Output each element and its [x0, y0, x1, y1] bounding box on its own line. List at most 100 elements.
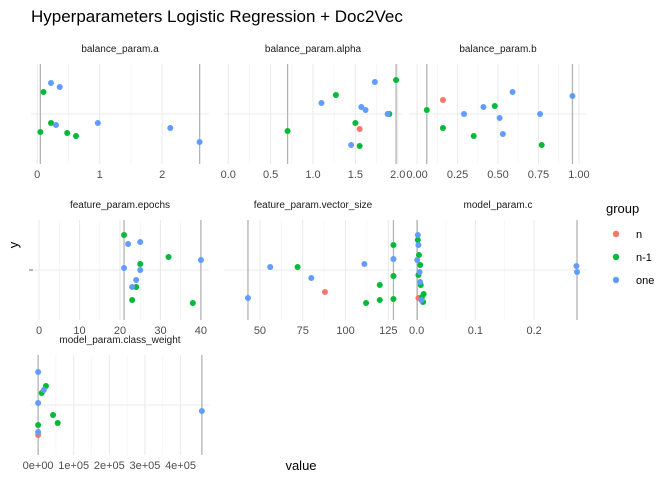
data-point-one: [574, 269, 581, 275]
x-tick-label: 3e+05: [129, 460, 160, 472]
data-point-n-1: [423, 107, 430, 113]
data-point-n-1: [72, 133, 79, 139]
data-point-one: [35, 369, 42, 375]
data-point-one: [137, 239, 144, 245]
y-axis-title: y: [6, 241, 21, 248]
data-point-n-1: [50, 412, 57, 418]
data-point-n-1: [417, 262, 424, 268]
x-tick-label: 1e+05: [58, 460, 89, 472]
data-point-one: [35, 429, 42, 435]
data-point-n-1: [35, 422, 42, 428]
data-point-n-1: [390, 296, 397, 302]
data-point-one: [461, 111, 468, 117]
data-point-n-1: [352, 120, 359, 126]
x-tick-label: 0.0: [409, 325, 424, 337]
data-point-one: [244, 295, 251, 301]
data-point-n-1: [129, 297, 136, 303]
data-point-one: [361, 261, 368, 267]
legend-key-n: [612, 230, 620, 238]
x-tick-label: 1.0: [305, 169, 320, 181]
x-tick-label: 2.0: [390, 169, 405, 181]
data-point-n-1: [363, 300, 370, 306]
data-point-n-1: [491, 103, 498, 109]
data-point-n-1: [376, 297, 383, 303]
legend-label: n-1: [636, 252, 652, 264]
data-point-n: [356, 126, 363, 132]
data-point-one: [121, 265, 128, 271]
x-tick-label: 1: [97, 169, 103, 181]
data-point-one: [167, 125, 174, 131]
data-point-n-1: [189, 300, 196, 306]
x-tick-label: 0: [36, 325, 42, 337]
x-tick-label: 50: [254, 325, 266, 337]
x-tick-label: 0.2: [526, 325, 541, 337]
data-point-one: [137, 267, 144, 273]
data-point-n: [321, 289, 328, 295]
x-tick-label: 40: [195, 325, 207, 337]
facet-panel: balance_param.alpha 0.0 0.5 1.0 1.5 2.0: [221, 44, 406, 181]
x-tick-label: 100: [336, 325, 354, 337]
legend-label: one: [636, 275, 654, 287]
data-point-n-1: [356, 143, 363, 149]
data-point-one: [56, 84, 63, 90]
data-point-one: [415, 242, 422, 248]
data-point-one: [125, 241, 132, 247]
x-tick-label: 75: [297, 325, 309, 337]
chart-title: Hyperparameters Logistic Regression + Do…: [31, 7, 403, 26]
x-tick-label: 20: [114, 325, 126, 337]
data-point-one: [267, 264, 274, 270]
data-point-n-1: [47, 120, 54, 126]
data-point-one: [569, 93, 576, 99]
data-point-one: [537, 111, 544, 117]
data-point-one: [496, 115, 503, 121]
data-point-one: [414, 232, 421, 238]
data-point-one: [196, 139, 203, 145]
x-tick-label: 125: [379, 325, 397, 337]
data-point-n-1: [121, 232, 128, 238]
data-point-n: [439, 97, 446, 103]
data-point-n-1: [538, 142, 545, 148]
x-axis-title: value: [285, 458, 316, 473]
x-tick-label: 0.0: [221, 169, 236, 181]
x-tick-label: 1.5: [348, 169, 363, 181]
data-point-n-1: [470, 133, 477, 139]
facet-panel: balance_param.b 0.00 0.25 0.50 0.75 1.00: [406, 44, 589, 181]
x-tick-label: 0.75: [528, 169, 549, 181]
facet-strip-label: balance_param.b: [459, 44, 537, 55]
data-point-one: [390, 256, 397, 262]
data-point-n-1: [54, 420, 61, 426]
data-point-one: [40, 387, 47, 393]
x-tick-label: 0: [34, 169, 40, 181]
data-point-n-1: [64, 130, 71, 136]
data-point-one: [384, 111, 391, 117]
data-point-one: [362, 107, 369, 113]
data-point-n-1: [376, 282, 383, 288]
data-point-n-1: [137, 261, 144, 267]
facet-panel: feature_param.epochs 0 10 20 30 40: [31, 200, 209, 337]
data-point-n-1: [390, 273, 397, 279]
data-point-one: [480, 104, 487, 110]
x-tick-label: 0.00: [406, 169, 427, 181]
x-tick-label: 0.50: [487, 169, 508, 181]
data-point-n-1: [414, 237, 421, 243]
data-point-n-1: [439, 125, 446, 131]
facet-panels: balance_param.a 0 1 2 balance_param.alpha 0.0…: [23, 44, 590, 472]
data-point-one: [133, 277, 140, 283]
data-point-one: [198, 408, 205, 414]
legend-key-one: [612, 276, 620, 284]
facet-strip-label: feature_param.epochs: [70, 200, 170, 211]
data-point-one: [308, 275, 315, 281]
data-point-n-1: [415, 252, 422, 258]
data-point-n-1: [393, 77, 400, 83]
data-point-one: [371, 79, 378, 85]
data-point-n-1: [40, 89, 47, 95]
x-tick-label: 30: [154, 325, 166, 337]
x-tick-label: 2e+05: [94, 460, 125, 472]
facet-panel: balance_param.a 0 1 2: [31, 44, 209, 181]
data-point-one: [318, 100, 325, 106]
x-tick-label: 2: [159, 169, 165, 181]
x-tick-label: 1.00: [568, 169, 589, 181]
data-point-n-1: [420, 291, 427, 297]
data-point-one: [358, 104, 365, 110]
